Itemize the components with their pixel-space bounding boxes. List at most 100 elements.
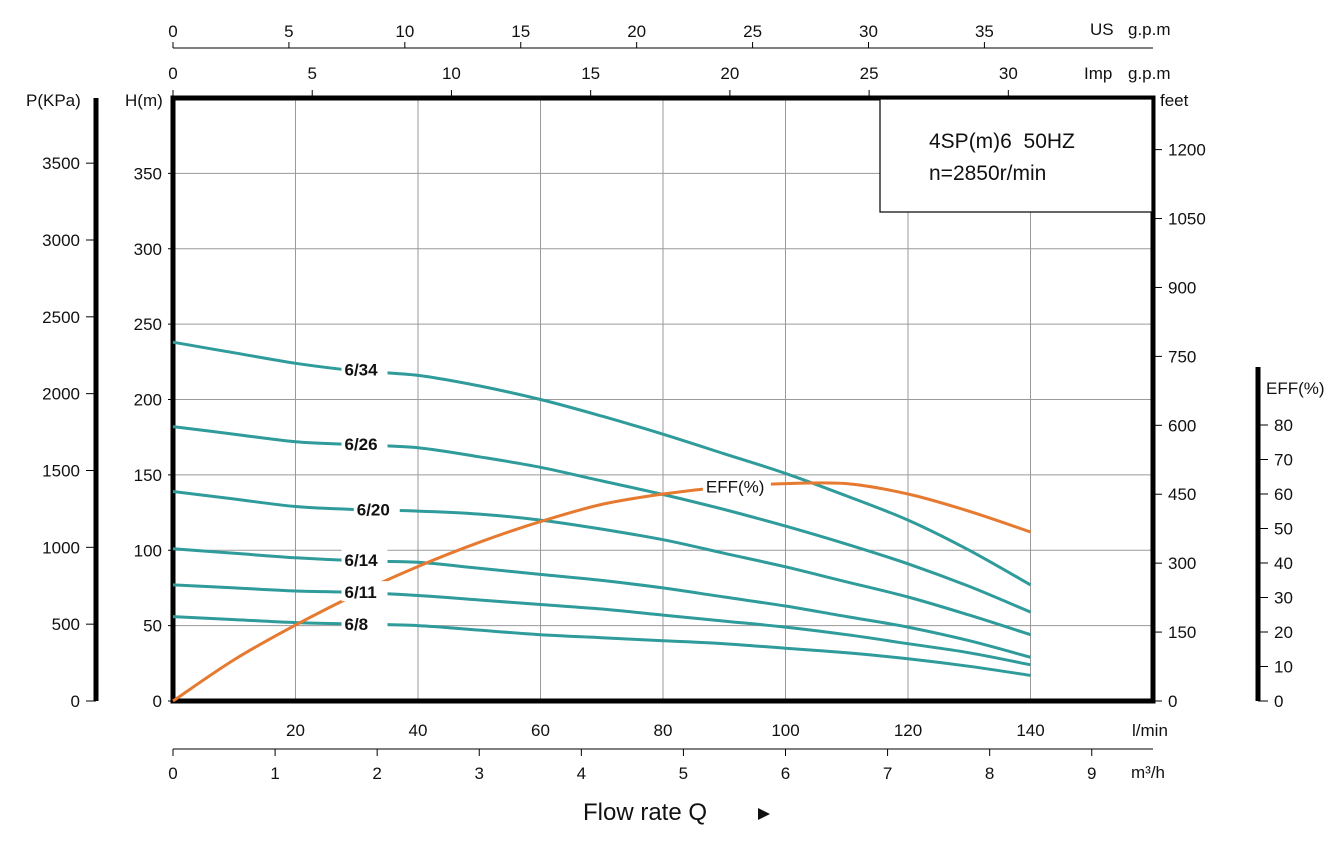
curve-label-bg: [341, 433, 388, 454]
flow-m3h-tick-label: 3: [475, 764, 484, 783]
us-gpm-tick-label: 15: [511, 22, 530, 41]
curves: [172, 340, 1032, 703]
curve-label-6-14: 6/14: [345, 551, 379, 570]
curve-eff: [172, 481, 1031, 703]
chart-title: 4SP(m)6 50HZ: [929, 130, 1075, 153]
eff-axis: 0 10 20 30 40 50 60 70 80 EFF(%): [1255, 367, 1325, 711]
curve-label-bg: [341, 612, 388, 633]
flow-m3h-tick-label: 9: [1087, 764, 1096, 783]
flow-m3h-tick-label: 6: [781, 764, 790, 783]
curve-label-bg: [353, 498, 400, 519]
flow-lmin-tick-label: 120: [894, 721, 922, 740]
flow-m3h-tick-label: 0: [168, 764, 177, 783]
eff-tick-label: 70: [1274, 451, 1293, 470]
flow-m3h-axis-label: m³/h: [1131, 763, 1165, 782]
eff-tick-label: 80: [1274, 416, 1293, 435]
head-tick-label: 100: [134, 541, 162, 560]
head-tick-label: 0: [153, 692, 162, 711]
curve-label-eff: EFF(%): [706, 478, 765, 497]
eff-tick-label: 60: [1274, 485, 1293, 504]
imp-gpm-tick-label: 25: [860, 64, 879, 83]
pressure-tick-label: 2500: [42, 308, 80, 327]
pressure-tick-label: 0: [71, 692, 80, 711]
flow-m3h-tick-label: 7: [883, 764, 892, 783]
imp-gpm-tick-label: 5: [307, 64, 316, 83]
pressure-tick-label: 500: [52, 615, 80, 634]
flow-lmin-axis: 20 40 60 80 100 120 140 l/min: [286, 721, 1168, 740]
curve-label-bg: [341, 549, 388, 570]
pressure-tick-label: 3500: [42, 154, 80, 173]
curve-label-6-26: 6/26: [345, 435, 378, 454]
feet-tick-label: 300: [1168, 554, 1196, 573]
curve-labels: 6/34 6/26 6/20 6/14 6/11 6/8 EFF(%): [341, 358, 771, 634]
imp-gpm-axis-unit: g.p.m: [1128, 64, 1171, 83]
us-gpm-tick-label: 35: [975, 22, 994, 41]
flow-m3h-tick-label: 2: [372, 764, 381, 783]
curve-label-6-20: 6/20: [357, 501, 390, 520]
feet-tick-label: 600: [1168, 416, 1196, 435]
flow-lmin-tick-label: 100: [771, 721, 799, 740]
curve-6-14: [172, 547, 1031, 659]
curve-6-20: [172, 490, 1031, 637]
imp-gpm-tick-label: 10: [442, 64, 461, 83]
curve-6-26: [172, 425, 1032, 614]
flow-m3h-tick-label: 4: [577, 764, 586, 783]
pressure-axis: 0 500 1000 1500 2000 2500 3000 3500 P(KPa): [26, 91, 99, 711]
eff-tick-label: 50: [1274, 520, 1293, 539]
us-gpm-axis: 0 5 10 15 20 25 30 35 US g.p.m: [168, 20, 1171, 49]
eff-tick-label: 30: [1274, 589, 1293, 608]
head-axis: 0 50 100 150 200 250 300 350 H(m): [125, 91, 173, 711]
us-gpm-tick-label: 30: [859, 22, 878, 41]
flow-lmin-tick-label: 140: [1016, 721, 1044, 740]
curve-label-bg: [341, 358, 388, 379]
head-tick-label: 150: [134, 466, 162, 485]
pressure-tick-label: 3000: [42, 231, 80, 250]
pressure-tick-label: 2000: [42, 385, 80, 404]
speed-label: n=2850r/min: [929, 162, 1046, 185]
eff-tick-label: 10: [1274, 658, 1293, 677]
curve-6-11: [172, 583, 1031, 667]
imp-gpm-tick-label: 20: [720, 64, 739, 83]
curve-label-6-8: 6/8: [345, 615, 369, 634]
feet-axis: 0 150 300 450 600 750 900 1050 1200 feet: [1153, 91, 1206, 711]
curve-label-bg: [341, 581, 388, 602]
feet-tick-label: 750: [1168, 347, 1196, 366]
eff-tick-label: 20: [1274, 623, 1293, 642]
info-box: 4SP(m)6 50HZ n=2850r/min: [879, 98, 1153, 213]
pressure-axis-label: P(KPa): [26, 91, 81, 110]
head-tick-label: 50: [143, 617, 162, 636]
imp-gpm-axis: 0 5 10 15 20 25 30 Imp g.p.m: [168, 64, 1171, 98]
head-tick-label: 200: [134, 391, 162, 410]
feet-tick-label: 450: [1168, 485, 1196, 504]
imp-gpm-tick-label: 15: [581, 64, 600, 83]
arrow-right-icon: [758, 808, 770, 820]
flow-m3h-axis: 0 1 2 3 4 5 6 7 8 9 m³/h: [168, 748, 1165, 783]
flow-m3h-tick-label: 8: [985, 764, 994, 783]
curve-6-8: [172, 615, 1031, 677]
flow-lmin-tick-label: 40: [409, 721, 428, 740]
flow-lmin-tick-label: 60: [531, 721, 550, 740]
pressure-tick-label: 1000: [42, 538, 80, 557]
head-tick-label: 300: [134, 240, 162, 259]
eff-tick-label: 0: [1274, 692, 1283, 711]
feet-tick-label: 1200: [1168, 141, 1206, 160]
flow-m3h-tick-label: 1: [270, 764, 279, 783]
flow-lmin-axis-label: l/min: [1132, 721, 1168, 740]
feet-tick-label: 0: [1168, 692, 1177, 711]
imp-gpm-tick-label: 30: [999, 64, 1018, 83]
curve-6-34: [172, 340, 1032, 587]
feet-tick-label: 1050: [1168, 210, 1206, 229]
curve-label-6-34: 6/34: [345, 360, 379, 379]
x-axis-title-group: Flow rate Q: [583, 799, 770, 826]
us-gpm-tick-label: 20: [627, 22, 646, 41]
head-tick-label: 350: [134, 164, 162, 183]
pressure-tick-label: 1500: [42, 461, 80, 480]
flow-lmin-tick-label: 80: [654, 721, 673, 740]
head-tick-label: 250: [134, 315, 162, 334]
curve-label-6-11: 6/11: [345, 583, 377, 602]
us-gpm-tick-label: 25: [743, 22, 762, 41]
us-gpm-tick-label: 5: [284, 22, 293, 41]
eff-label-bg: [702, 476, 771, 497]
us-gpm-tick-label: 0: [168, 22, 177, 41]
